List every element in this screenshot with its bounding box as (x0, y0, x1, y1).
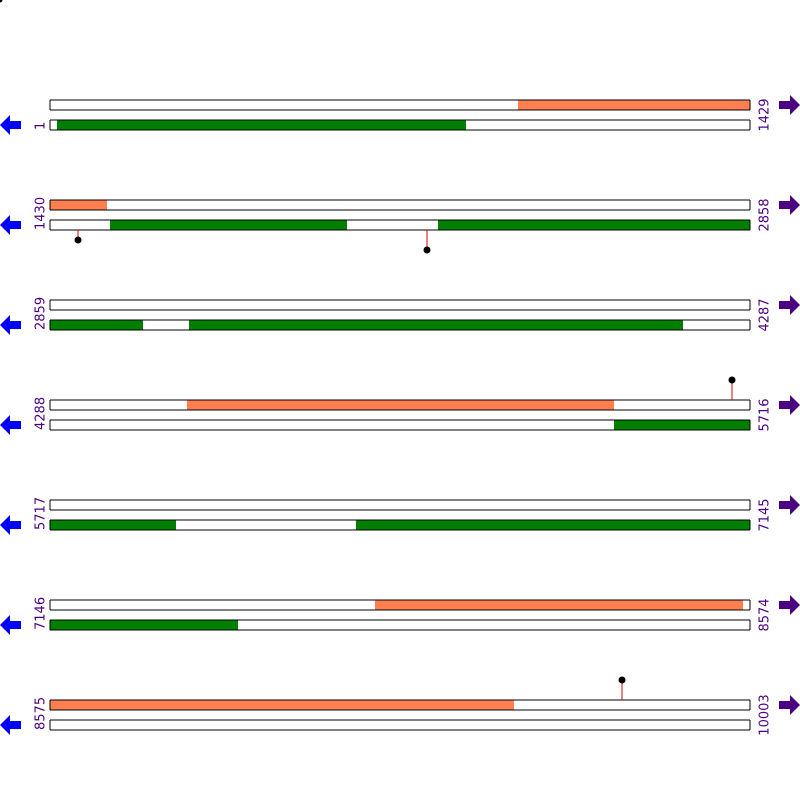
right-arrow (779, 395, 800, 415)
row-end-label: 5716 (758, 398, 773, 431)
green-feature (50, 520, 176, 530)
row-start-label: 8575 (34, 697, 49, 730)
green-feature (438, 220, 750, 230)
sequence-row: 8575 10003 (0, 676, 800, 736)
sequence-row: 7146 8574 (0, 595, 800, 635)
orange-feature (50, 700, 514, 710)
left-arrow (0, 315, 21, 335)
green-feature (57, 120, 466, 130)
green-feature (614, 420, 750, 430)
orange-feature (50, 200, 107, 210)
row-end-label: 1429 (758, 98, 773, 131)
row-end-label: 2858 (758, 198, 773, 231)
row-start-label: 7146 (34, 597, 49, 630)
right-arrow (779, 95, 800, 115)
green-feature (50, 620, 238, 630)
row-start-label: 4288 (34, 397, 49, 430)
row-end-label: 4287 (758, 298, 773, 331)
right-arrow (779, 295, 800, 315)
left-arrow (0, 115, 21, 135)
row-start-label: 1430 (34, 197, 49, 230)
row-end-label: 10003 (758, 694, 773, 735)
row-start-label: 1 (34, 122, 49, 130)
row-end-label: 7145 (758, 498, 773, 531)
sequence-row: 4288 5716 (0, 376, 800, 435)
orange-feature (375, 600, 743, 610)
orange-feature (518, 100, 750, 110)
sequence-row: 1 1429 (0, 95, 800, 135)
row-start-label: 2859 (34, 297, 49, 330)
left-arrow (0, 515, 21, 535)
left-arrow (0, 215, 21, 235)
right-arrow (779, 695, 800, 715)
corner-dot (0, 0, 3, 3)
row-start-label: 5717 (34, 497, 49, 530)
right-arrow (779, 595, 800, 615)
green-feature (356, 520, 750, 530)
pin-head (423, 246, 431, 254)
row-end-label: 8574 (758, 598, 773, 631)
left-arrow (0, 715, 21, 735)
right-arrow (779, 495, 800, 515)
pin-head (728, 376, 736, 384)
sequence-row: 5717 7145 (0, 495, 800, 535)
green-feature (50, 320, 143, 330)
green-feature (110, 220, 347, 230)
sequence-row: 2859 4287 (0, 295, 800, 335)
green-feature (189, 320, 683, 330)
pin-head (74, 236, 82, 244)
left-arrow (0, 615, 21, 635)
sequence-row: 1430 2858 (0, 195, 800, 254)
pin-head (618, 676, 626, 684)
left-arrow (0, 415, 21, 435)
orange-feature (187, 400, 614, 410)
right-arrow (779, 195, 800, 215)
